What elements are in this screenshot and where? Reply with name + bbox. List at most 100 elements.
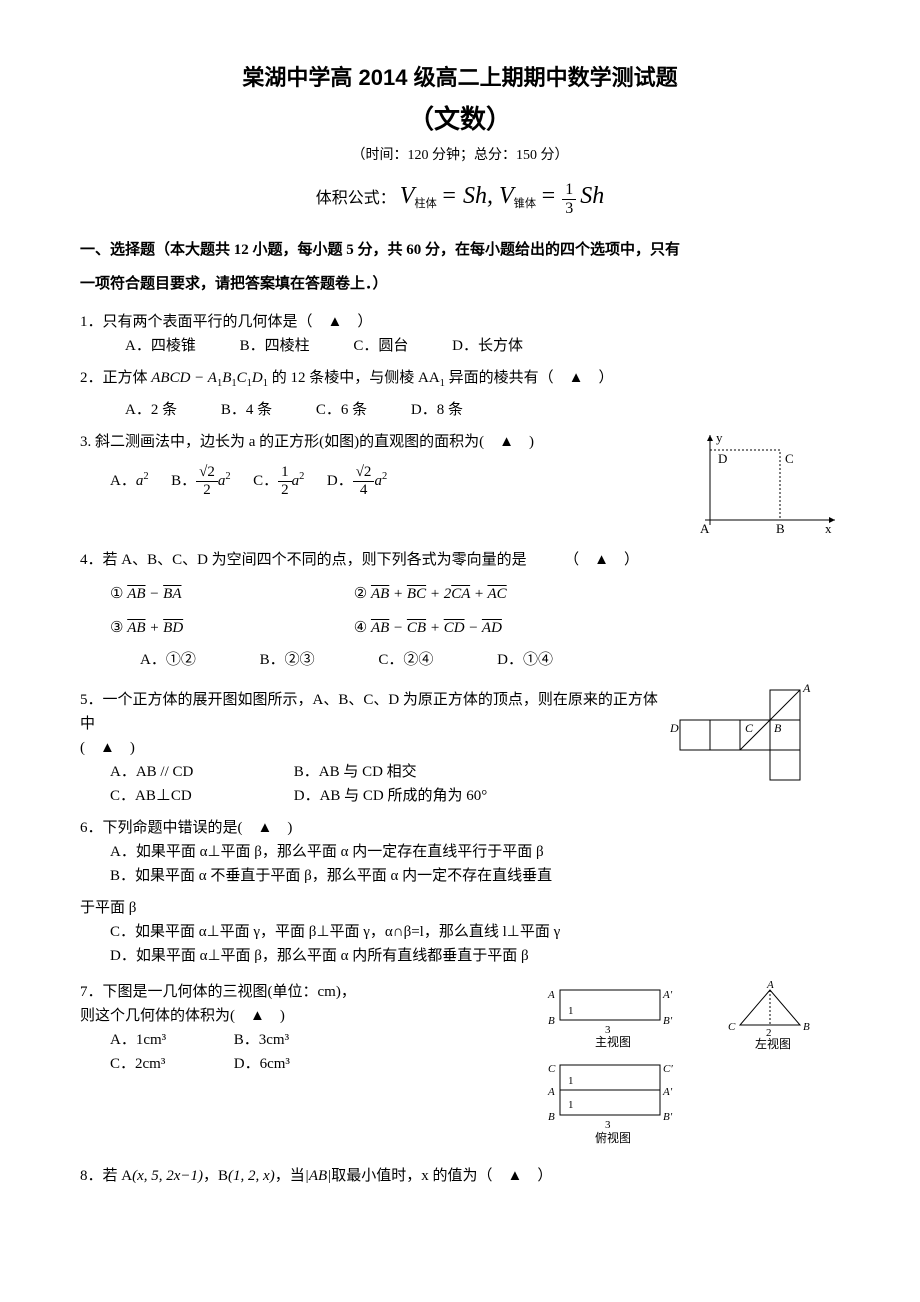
m: + bbox=[389, 586, 407, 602]
tail: Sh bbox=[580, 183, 604, 209]
svg-text:A: A bbox=[547, 1086, 555, 1098]
den: 2 bbox=[278, 482, 292, 499]
vec: AB bbox=[371, 620, 389, 636]
vec: AC bbox=[487, 586, 506, 602]
lbl: ② bbox=[354, 586, 367, 602]
q6-opt-d: D．如果平面 α⊥平面 β，那么平面 α 内所有直线都垂直于平面 β bbox=[80, 944, 840, 968]
q1-opt-c: C．圆台 bbox=[353, 334, 408, 358]
sub-cone: 锥体 bbox=[514, 198, 536, 210]
q8-mid2: ，当 bbox=[275, 1168, 305, 1184]
page-title: 棠湖中学高 2014 级高二上期期中数学测试题 bbox=[80, 60, 840, 95]
frac-den: 3 bbox=[562, 200, 576, 218]
svg-text:C′: C′ bbox=[663, 1063, 673, 1075]
svg-text:B: B bbox=[548, 1111, 555, 1123]
svg-text:3: 3 bbox=[605, 1119, 611, 1131]
q3-figure: D C A B x y bbox=[690, 430, 840, 540]
q1-opt-d: D．长方体 bbox=[452, 334, 523, 358]
vec: CA bbox=[451, 586, 470, 602]
m: a bbox=[292, 473, 300, 489]
sub-prism: 柱体 bbox=[414, 198, 436, 210]
lbl: ① bbox=[110, 586, 123, 602]
q7-opt-a: A．1cm³ bbox=[110, 1028, 230, 1052]
q3-text: 3. 斜二测画法中，边长为 a 的正方形(如图)的直观图的面积为( ▲ ) bbox=[80, 430, 690, 454]
m: + bbox=[426, 620, 444, 636]
num: 1 bbox=[278, 464, 292, 482]
question-8: 8．若 A(x, 5, 2x−1)，B(1, 2, x)，当|AB|取最小值时，… bbox=[80, 1164, 840, 1188]
exam-meta: （时间：120 分钟；总分：150 分） bbox=[80, 145, 840, 167]
q6-opt-a: A．如果平面 α⊥平面 β，那么平面 α 内一定存在直线平行于平面 β bbox=[80, 840, 670, 864]
frac-num: 1 bbox=[562, 181, 576, 200]
q4-opt-b: B．②③ bbox=[260, 648, 315, 672]
q6-opt-b1: B．如果平面 α 不垂直于平面 β，那么平面 α 内一定不存在直线垂直 bbox=[80, 864, 670, 888]
svg-text:B′: B′ bbox=[663, 1111, 673, 1123]
den: 4 bbox=[353, 482, 375, 499]
svg-text:C: C bbox=[728, 1021, 736, 1033]
m: B bbox=[222, 370, 231, 386]
q4-opt-c: C．②④ bbox=[378, 648, 433, 672]
svg-text:B′: B′ bbox=[663, 1015, 673, 1027]
q8-ax: (x, 5, 2x−1) bbox=[132, 1168, 203, 1184]
svg-text:俯视图: 俯视图 bbox=[595, 1130, 631, 1145]
m: − bbox=[389, 620, 407, 636]
formula-label: 体积公式： bbox=[316, 190, 396, 207]
lbl: ④ bbox=[354, 620, 367, 636]
m: − bbox=[465, 620, 482, 636]
volume-formula: 体积公式： V柱体 = Sh, V锥体 = 13 Sh bbox=[80, 177, 840, 217]
q7-l1: 7．下图是一几何体的三视图(单位：cm)， bbox=[80, 980, 540, 1004]
num: √2 bbox=[196, 464, 218, 482]
q5-l1: 5．一个正方体的展开图如图所示，A、B、C、D 为原正方体的顶点，则在原来的正方… bbox=[80, 688, 670, 736]
sup: 2 bbox=[143, 471, 148, 482]
m: D bbox=[252, 370, 263, 386]
vec: BA bbox=[163, 586, 181, 602]
vec: CD bbox=[444, 620, 465, 636]
question-6: 6．下列命题中错误的是( ▲ ) A．如果平面 α⊥平面 β，那么平面 α 内一… bbox=[80, 816, 670, 888]
q4-opt-d: D．①④ bbox=[497, 648, 553, 672]
lbl-y: y bbox=[716, 430, 723, 445]
vec: BC bbox=[407, 586, 426, 602]
vec: AB bbox=[371, 586, 389, 602]
svg-text:主视图: 主视图 bbox=[595, 1034, 631, 1049]
svg-text:B: B bbox=[548, 1015, 555, 1027]
q5-opt-d: D．AB 与 CD 所成的角为 60° bbox=[294, 788, 488, 804]
q8-pre: 8．若 A bbox=[80, 1168, 132, 1184]
q3-opt-b: B．√22a2 bbox=[171, 473, 231, 489]
q3-opt-a: A．a2 bbox=[110, 473, 149, 489]
question-7: 7．下图是一几何体的三视图(单位：cm)， 则这个几何体的体积为( ▲ ) A．… bbox=[80, 980, 840, 1150]
m: + bbox=[146, 620, 164, 636]
q2-pre: 2．正方体 bbox=[80, 370, 151, 386]
q4-opt-a: A．①② bbox=[140, 648, 196, 672]
q3-opt-d: D．√24a2 bbox=[327, 473, 387, 489]
m: C bbox=[237, 370, 247, 386]
lbl: A． bbox=[110, 473, 136, 489]
q8-bx: (1, 2, x) bbox=[228, 1168, 275, 1184]
svg-text:左视图: 左视图 bbox=[755, 1036, 791, 1051]
section1-head1: 一、选择题（本大题共 12 小题，每小题 5 分，共 60 分，在每小题给出的四… bbox=[80, 238, 840, 262]
q7-l2: 则这个几何体的体积为( ▲ ) bbox=[80, 1004, 540, 1028]
vec: AB bbox=[127, 620, 145, 636]
q5-opt-b: B．AB 与 CD 相交 bbox=[294, 764, 417, 780]
lbl: D． bbox=[327, 473, 353, 489]
num: √2 bbox=[353, 464, 375, 482]
q4-text: 4．若 A、B、C、D 为空间四个不同的点，则下列各式为零向量的是 （ ▲ ） bbox=[80, 548, 840, 572]
eq1: = Sh, V bbox=[441, 183, 514, 209]
q8-post: 取最小值时，x 的值为（ ▲ ） bbox=[331, 1168, 552, 1184]
sup: 2 bbox=[299, 471, 304, 482]
lbl: C． bbox=[253, 473, 278, 489]
page-subtitle: （文数） bbox=[80, 99, 840, 141]
q1-text: 1．只有两个表面平行的几何体是（ ▲ ） bbox=[80, 310, 840, 334]
svg-text:A: A bbox=[766, 980, 774, 991]
q5-opt-c: C．AB⊥CD bbox=[110, 784, 290, 808]
svg-text:B: B bbox=[803, 1021, 810, 1033]
q2-m1: ABCD − A bbox=[151, 370, 217, 386]
q6-opt-c: C．如果平面 α⊥平面 γ，平面 β⊥平面 γ，α∩β=l，那么直线 l⊥平面 … bbox=[80, 920, 840, 944]
section1-head2: 一项符合题目要求，请把答案填在答题卷上．） bbox=[80, 272, 840, 296]
q7-opt-c: C．2cm³ bbox=[110, 1052, 230, 1076]
svg-text:A′: A′ bbox=[662, 1086, 673, 1098]
svg-text:A′: A′ bbox=[662, 989, 673, 1001]
question-5: 5．一个正方体的展开图如图所示，A、B、C、D 为原正方体的顶点，则在原来的正方… bbox=[80, 688, 670, 808]
lbl-c: C bbox=[785, 451, 794, 466]
m: + bbox=[470, 586, 487, 602]
q7-opt-d: D．6cm³ bbox=[234, 1056, 290, 1072]
question-2: 2．正方体 ABCD − A1B1C1D1 的 12 条棱中，与侧棱 AA1 异… bbox=[80, 366, 840, 423]
question-1: 1．只有两个表面平行的几何体是（ ▲ ） A．四棱锥 B．四棱柱 C．圆台 D．… bbox=[80, 310, 840, 358]
